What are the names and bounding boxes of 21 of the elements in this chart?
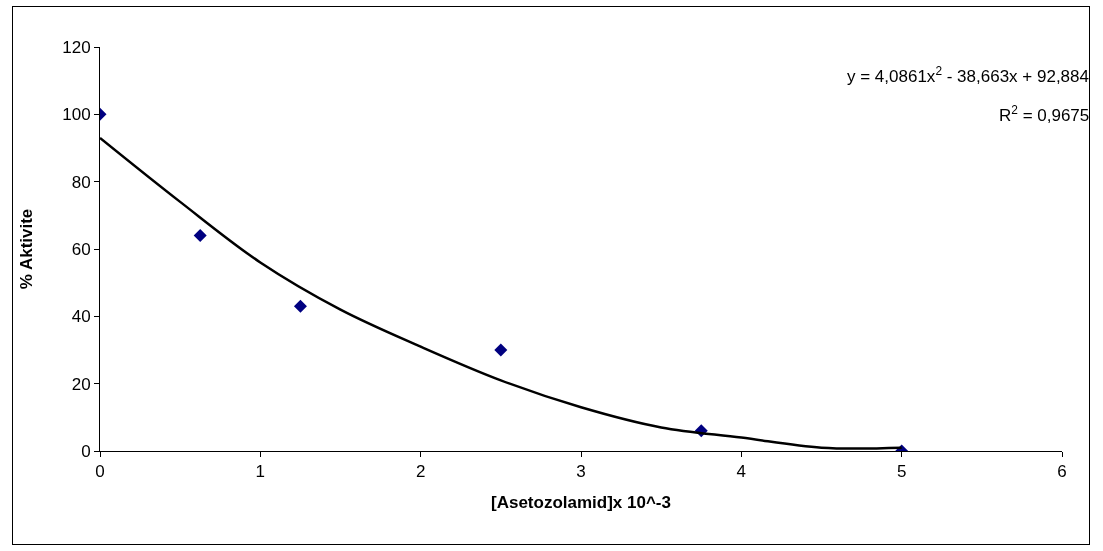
x-axis-title: [Asetozolamid]x 10^-3 [491,492,671,512]
point [293,299,307,313]
x-tick-label: 3 [576,462,586,482]
x-tick-label: 1 [255,462,266,482]
x-tick-label: 2 [415,462,426,482]
y-tick-label: 120 [62,37,91,57]
annotation: y = 4,0861x$^{2}$ - 38,663x + 92,884 [847,64,1089,87]
x-tick-label: 6 [1057,462,1067,482]
x-tick-label: 0 [95,462,105,482]
y-tick-label: 0 [81,441,91,461]
x-tick-label: 5 [896,462,907,482]
y-axis-title: % Aktivite [16,208,36,290]
annotation: R$^{2}$ = 0,9675 [999,103,1090,126]
y-tick-label: 60 [71,239,91,259]
point [494,343,508,357]
point [193,229,207,243]
y-tick-label: 100 [62,105,91,125]
y-tick-label: 80 [71,172,91,192]
y-tick-label: 40 [71,307,91,327]
x-tick-label: 4 [736,462,747,482]
y-tick-label: 20 [71,374,91,394]
